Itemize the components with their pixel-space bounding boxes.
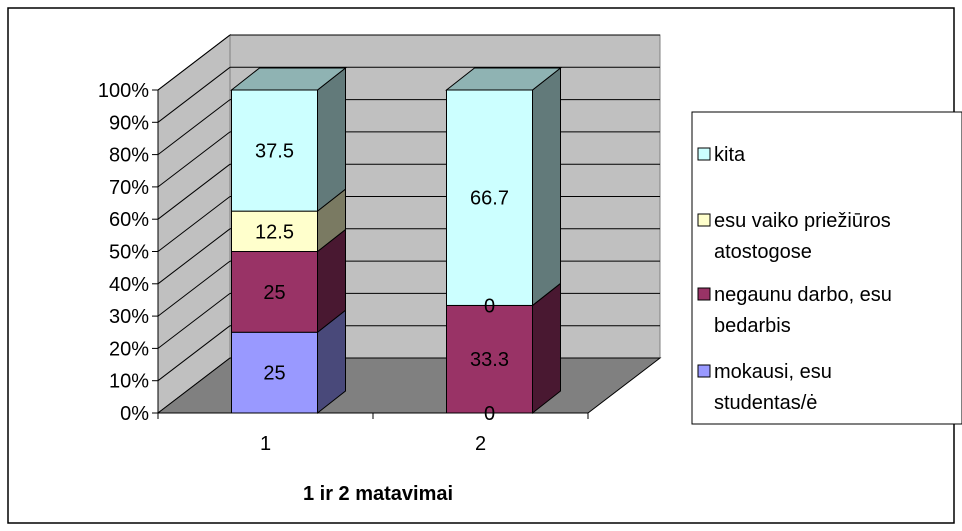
legend: kita esu vaiko priežiūros atostogose negaun…	[691, 111, 962, 425]
legend-swatch	[697, 287, 711, 301]
data-label: 0	[484, 295, 495, 317]
bar-segment	[231, 89, 318, 212]
gridline-side	[157, 99, 231, 155]
legend-label: esu vaiko priežiūros	[714, 210, 891, 232]
legend-label: studentas/ė	[714, 392, 817, 414]
y-tick-label: 40%	[109, 274, 149, 296]
bar-segment	[446, 304, 533, 414]
y-tick-label: 30%	[109, 306, 149, 328]
data-label: 25	[263, 282, 285, 304]
gridline-side	[157, 228, 231, 285]
data-label: 37.5	[255, 141, 294, 163]
x-tick-label: 1	[260, 433, 271, 455]
gridline-side	[157, 325, 231, 382]
bar-segment	[231, 251, 318, 333]
y-tick-label: 0%	[120, 403, 149, 425]
bar-segment	[231, 331, 318, 414]
legend-label: kita	[714, 144, 746, 166]
y-tick-label: 80%	[109, 145, 149, 167]
y-tick-label: 100%	[98, 80, 149, 102]
gridline-side	[157, 163, 231, 220]
x-tick-label: 2	[475, 433, 486, 455]
data-labels: 25 25 12.5 37.5 0 33.3 0 66.7	[255, 141, 509, 425]
data-label: 33.3	[470, 349, 509, 371]
gridline-side	[157, 260, 231, 317]
bar-segment	[231, 210, 318, 252]
legend-label: bedarbis	[714, 315, 791, 337]
y-axis: 0% 10% 20% 30% 40% 50% 60% 70% 80% 90% 100%	[98, 80, 159, 425]
data-label: 12.5	[255, 221, 294, 243]
bar-segment-side	[532, 282, 561, 415]
y-tick-label: 20%	[109, 338, 149, 360]
bar-segment-top	[230, 67, 347, 91]
legend-swatch	[697, 147, 711, 161]
bars	[230, 66, 562, 415]
y-tick-label: 10%	[109, 371, 149, 393]
y-tick-label: 70%	[109, 177, 149, 199]
bar-segment-top	[445, 67, 562, 91]
gridline-side	[157, 293, 231, 349]
gridline-side	[157, 196, 231, 252]
legend-box	[691, 111, 962, 425]
legend-swatch	[697, 364, 711, 378]
gridline-side	[157, 131, 231, 188]
y-tick-label: 90%	[109, 112, 149, 134]
x-axis-title: 1 ir 2 matavimai	[303, 483, 453, 505]
data-label: 25	[263, 363, 285, 385]
legend-label: negaunu darbo, esu	[714, 284, 892, 306]
gridline-side	[157, 34, 231, 91]
data-label: 0	[484, 403, 495, 425]
legend-label: atostogose	[714, 241, 812, 263]
data-label: 66.7	[470, 188, 509, 210]
y-tick-label: 50%	[109, 242, 149, 264]
y-tick-label: 60%	[109, 209, 149, 231]
legend-swatch	[697, 213, 711, 227]
bar-segment-side	[532, 66, 561, 307]
bar-segment-side	[317, 66, 346, 213]
legend-label: mokausi, esu	[714, 361, 832, 383]
gridline-side	[157, 66, 231, 123]
